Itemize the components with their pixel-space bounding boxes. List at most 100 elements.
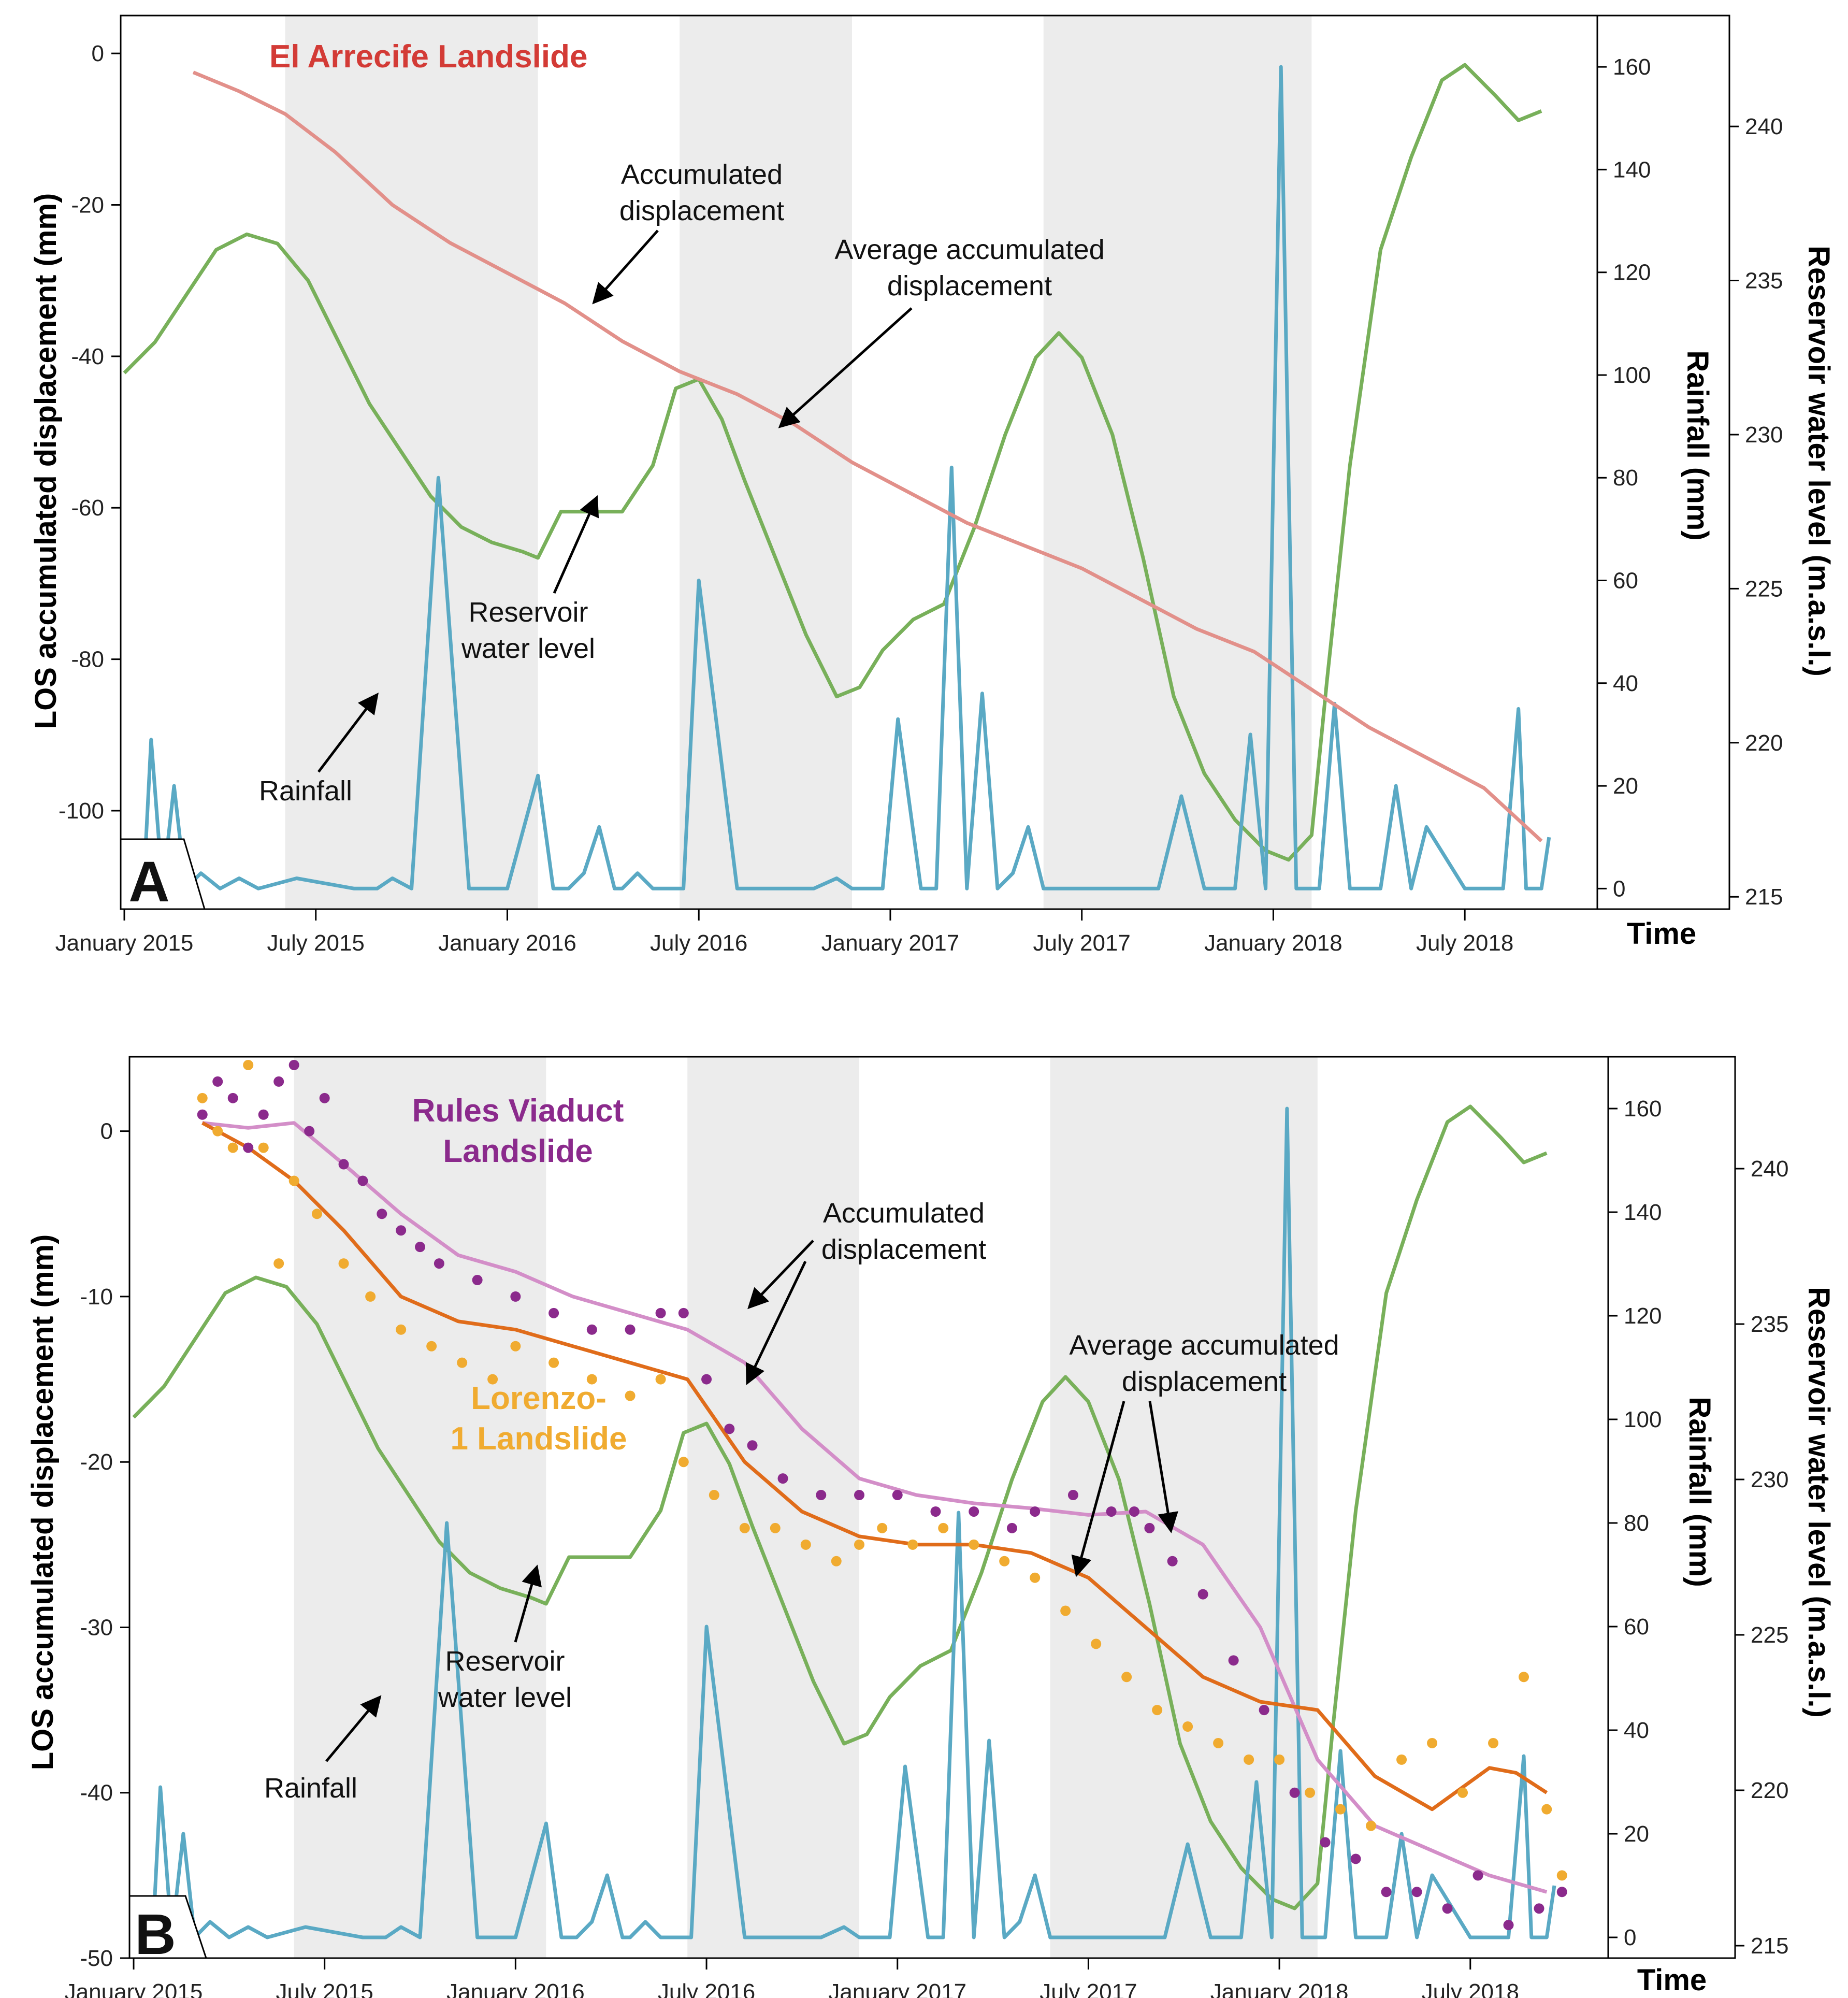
panel-b-lorenzo-point <box>1152 1705 1163 1716</box>
panel-b-lorenzo-point <box>288 1175 299 1186</box>
panel-b-rules-point <box>701 1374 712 1385</box>
panel-b-rules-point <box>1472 1870 1483 1881</box>
panel-b-x-tick-label: July 2015 <box>276 1979 373 1998</box>
panel-a-rain-tick-label: 20 <box>1613 773 1638 799</box>
panel-b-lorenzo-point <box>457 1357 468 1368</box>
panel-a-accumulated-arrow <box>592 229 659 305</box>
panel-b-rules-point <box>1259 1705 1269 1716</box>
panel-b-rainfall-label: Rainfall <box>264 1773 357 1804</box>
panel-a-shade-1 <box>680 16 852 909</box>
panel-b-rules-point <box>415 1242 426 1253</box>
panel-b-rules-point <box>1289 1787 1300 1798</box>
panel-b-rules-point <box>724 1424 735 1434</box>
panel-b-rain-tick-label: 120 <box>1624 1303 1662 1329</box>
panel-b-lorenzo-point <box>877 1522 888 1533</box>
panel-b-lorenzo-point <box>1335 1804 1346 1815</box>
panel-b: January 2015 July 2015 January 2016 July 20… <box>26 1056 1836 1998</box>
panel-b-lorenzo-point <box>831 1556 842 1566</box>
panel-b-lorenzo-point <box>1121 1672 1132 1683</box>
panel-b-lorenzo-point <box>548 1357 559 1368</box>
panel-b-accumulated-arrow-lorenzo <box>745 1260 807 1386</box>
panel-a-rainfall-axis-label: Rainfall (mm) <box>1681 350 1714 540</box>
panel-a-letter: A <box>128 850 169 914</box>
panel-b-lorenzo-point <box>1457 1787 1468 1798</box>
panel-b-res-tick-label: 225 <box>1751 1622 1788 1648</box>
panel-b-rules-point <box>1411 1887 1422 1898</box>
panel-b-lorenzo-average-line <box>201 1121 1548 1812</box>
panel-b-shade-2 <box>1050 1057 1318 1958</box>
panel-b-lorenzo-point <box>1541 1804 1552 1815</box>
panel-b-rules-point <box>1006 1522 1017 1533</box>
panel-a-reservoir-arrow <box>553 495 599 594</box>
panel-b-rules-point <box>377 1209 387 1219</box>
panel-a-left-tick-label: 0 <box>92 41 104 66</box>
panel-a-average-label-line1: Average accumulated <box>834 234 1104 265</box>
panel-a-accumulated-label-line2: displacement <box>619 195 784 226</box>
panel-a-rain-tick-label: 100 <box>1613 363 1651 388</box>
panel-a-shaded-periods <box>285 16 1312 909</box>
panel-b-rules-point <box>258 1109 269 1120</box>
panel-b-lorenzo-point <box>739 1522 750 1533</box>
panel-a-rain-tick-label: 160 <box>1613 54 1651 80</box>
panel-b-res-tick-label: 230 <box>1751 1467 1788 1492</box>
panel-a-rain-tick-label: 120 <box>1613 260 1651 285</box>
panel-a-x-tick-label: July 2015 <box>267 930 365 956</box>
panel-b-res-tick-label: 215 <box>1751 1933 1788 1959</box>
panel-b-lorenzo-point <box>1030 1572 1041 1583</box>
panel-b-rules-point <box>747 1440 758 1451</box>
panel-a-x-tick-label: January 2017 <box>821 930 960 956</box>
panel-b-rules-point <box>434 1258 444 1269</box>
panel-a-title: El Arrecife Landslide <box>269 39 587 75</box>
panel-b-left-tick-label: -40 <box>80 1780 113 1806</box>
panel-b-shade-0 <box>294 1057 546 1958</box>
panel-a-x-tick-label: January 2016 <box>438 930 576 956</box>
panel-b-lorenzo-point <box>258 1142 269 1153</box>
panel-a-left-axis-label: LOS accumulated displacement (mm) <box>29 193 63 729</box>
panel-b-res-tick-label: 220 <box>1751 1778 1788 1803</box>
panel-b-rules-point <box>1534 1903 1544 1914</box>
panel-b-lorenzo-point <box>311 1209 322 1219</box>
panel-b-lorenzo-point <box>1274 1754 1285 1765</box>
panel-b-reservoir-line <box>132 1104 1548 1910</box>
panel-b-rules-point <box>1129 1506 1139 1517</box>
panel-b-lorenzo-point <box>365 1291 376 1302</box>
panel-b-lorenzo-point <box>938 1522 949 1533</box>
panel-b-accumulated-label-line2: displacement <box>821 1234 986 1265</box>
panel-b-lorenzo-title-word: Landslide <box>477 1421 627 1457</box>
panel-b-rules-point <box>678 1307 689 1318</box>
panel-b-right-frame <box>1607 1056 1736 1959</box>
panel-b-average-arrow-rules <box>1148 1401 1178 1533</box>
panel-b-rules-point <box>655 1307 666 1318</box>
panel-b-lorenzo-point <box>212 1126 223 1137</box>
panel-a-rain-tick-label: 0 <box>1613 876 1625 901</box>
panel-b-lorenzo-point <box>1305 1787 1316 1798</box>
panel-b-shade-1 <box>687 1057 859 1958</box>
panel-b-lorenzo-point <box>1060 1605 1071 1616</box>
panel-b-rainfall-arrow <box>325 1695 382 1762</box>
panel-b-rules-point <box>338 1159 349 1170</box>
panel-a-left-tick-label: -80 <box>71 647 104 672</box>
panel-b-rules-point <box>1167 1556 1178 1566</box>
panel-b-lorenzo-point <box>800 1539 811 1550</box>
panel-b-rain-tick-label: 0 <box>1624 1925 1636 1950</box>
panel-a-series <box>123 63 1551 890</box>
panel-b-left-tick-label: -20 <box>80 1449 113 1475</box>
panel-b-lorenzo-title-line1: Lorenzo- <box>471 1381 607 1416</box>
panel-b-rules-point <box>1381 1887 1392 1898</box>
panel-b-rules-point <box>197 1109 208 1120</box>
panel-a-rain-tick-label: 80 <box>1613 465 1638 491</box>
panel-b-x-tick-label: January 2016 <box>446 1979 585 1998</box>
panel-b-rules-point <box>969 1506 979 1517</box>
panel-a-rain-tick-label: 140 <box>1613 157 1651 182</box>
panel-b-letter: B <box>135 1903 176 1966</box>
panel-a-x-axis-label: Time <box>1627 917 1696 951</box>
panel-a-res-tick-label: 240 <box>1745 114 1783 139</box>
panel-a-right-frame <box>1596 15 1730 910</box>
panel-b-accumulated-label-line1: Accumulated <box>823 1198 985 1229</box>
panel-b-lorenzo-point <box>655 1374 666 1385</box>
panel-b-rules-point <box>472 1275 483 1286</box>
panel-b-rules-point <box>625 1324 636 1335</box>
panel-b-left-tick-label: -30 <box>80 1615 113 1640</box>
panel-b-rules-point <box>243 1142 254 1153</box>
panel-b-lorenzo-point <box>1427 1737 1438 1748</box>
